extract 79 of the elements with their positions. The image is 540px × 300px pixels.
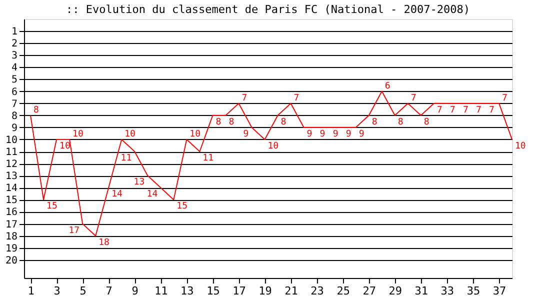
x-tick-label: 1 [28, 284, 34, 298]
data-label: 9 [243, 129, 249, 140]
data-label: 10 [124, 129, 136, 140]
y-tick-label: 6 [11, 86, 18, 98]
data-label: 10 [190, 129, 201, 140]
data-label: 18 [98, 238, 110, 248]
y-tick-label: 14 [5, 183, 18, 194]
data-label: 9 [320, 129, 326, 140]
data-label: 7 [294, 93, 300, 104]
y-tick-label: 15 [5, 195, 18, 206]
y-tick-label: 17 [5, 219, 18, 230]
data-label: 9 [358, 129, 364, 140]
chart-title: :: Evolution du classement de Paris FC (National - 2007-2008) [66, 3, 470, 16]
data-label: 8 [34, 105, 39, 116]
data-label: 7 [462, 105, 468, 116]
x-tick-label: 37 [492, 284, 506, 298]
data-label: 9 [306, 129, 312, 140]
data-label: 7 [502, 93, 508, 104]
data-label: 8 [398, 117, 404, 128]
data-label: 10 [72, 129, 84, 140]
x-tick-label: 15 [206, 284, 220, 298]
x-tick-label: 25 [336, 284, 350, 298]
data-label: 14 [112, 190, 122, 200]
y-tick-label: 1 [11, 26, 18, 38]
data-label: 9 [346, 129, 352, 140]
data-label: 7 [242, 93, 248, 104]
y-tick-label: 2 [11, 38, 18, 50]
data-label: 10 [60, 141, 70, 152]
data-label: 10 [268, 141, 279, 152]
x-tick-label: 29 [388, 284, 402, 298]
x-tick-label: 17 [232, 284, 246, 298]
x-tick-label: 11 [154, 284, 168, 298]
y-tick-label: 13 [5, 171, 18, 182]
x-tick-label: 33 [440, 284, 454, 298]
x-tick-label: 21 [284, 284, 298, 298]
y-tick-label: 7 [11, 98, 18, 110]
x-tick-label: 35 [466, 284, 480, 298]
x-tick-label: 3 [54, 284, 60, 298]
x-tick-label: 5 [80, 284, 86, 298]
x-tick-label: 13 [180, 284, 194, 298]
data-label: 7 [476, 105, 482, 116]
y-tick-label: 20 [5, 255, 18, 266]
x-tick-label: 23 [310, 284, 324, 298]
y-tick-label: 9 [11, 122, 18, 134]
data-label: 13 [134, 178, 145, 188]
data-label: 17 [68, 226, 80, 236]
data-label: 8 [216, 117, 222, 128]
x-tick-label: 27 [362, 284, 376, 298]
y-tick-label: 11 [5, 147, 18, 158]
data-label: 8 [228, 117, 234, 128]
data-label: 9 [332, 129, 338, 140]
data-label: 15 [46, 202, 58, 212]
line-series [30, 90, 512, 236]
y-tick-label: 4 [11, 62, 18, 74]
data-label: 11 [120, 154, 132, 164]
y-tick-label: 10 [5, 134, 18, 146]
y-tick-label: 18 [5, 231, 18, 242]
y-tick-label: 8 [11, 110, 18, 122]
data-label: 10 [515, 141, 526, 152]
y-tick-label: 5 [11, 74, 18, 86]
x-tick-label: 19 [258, 284, 272, 298]
y-tick-label: 3 [11, 50, 18, 62]
y-tick-label: 19 [5, 243, 18, 254]
data-label: 8 [424, 117, 430, 128]
data-label: 6 [384, 81, 390, 92]
data-label: 7 [450, 105, 456, 116]
data-label: 7 [436, 105, 442, 116]
data-label: 8 [280, 117, 286, 128]
y-tick-label: 12 [5, 159, 18, 170]
x-tick-label: 31 [414, 284, 428, 298]
data-label: 7 [410, 93, 416, 104]
data-label: 14 [146, 190, 158, 200]
data-label: 8 [372, 117, 378, 128]
data-label: 7 [488, 105, 494, 116]
y-tick-label: 16 [5, 207, 18, 218]
x-tick-label: 9 [132, 284, 138, 298]
x-tick-label: 7 [106, 284, 112, 298]
data-label: 15 [176, 202, 188, 212]
data-label: 11 [202, 154, 214, 164]
